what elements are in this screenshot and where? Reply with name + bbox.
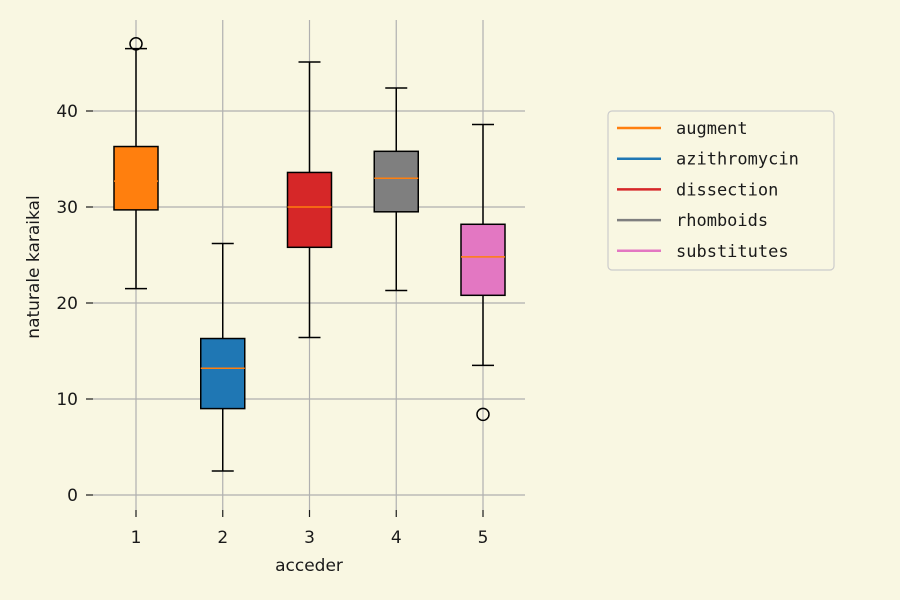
legend-label: substitutes [676,242,789,262]
x-tick-label: 2 [217,528,228,548]
legend: augment azithromycin dissection rhomboids su… [607,110,835,271]
legend-item-augment: augment [617,119,748,139]
legend-item-rhomboids: rhomboids [617,211,768,231]
box-azithromycin [200,242,246,472]
x-tick-label: 1 [131,528,142,548]
legend-frame [607,110,835,271]
legend-label: azithromycin [676,150,799,170]
legend-label: augment [676,119,748,139]
legend-label: dissection [676,180,778,200]
iqr-box [460,223,506,297]
legend-label: rhomboids [676,211,768,231]
y-tick-label: 30 [56,198,78,218]
legend-item-dissection: dissection [617,180,778,200]
boxes [113,37,506,472]
x-tick-label: 3 [304,528,315,548]
x-axis-label: acceder [275,556,343,576]
y-tick-label: 40 [56,102,78,122]
x-tick-label: 5 [478,528,489,548]
box-rhomboids [373,87,419,292]
legend-item-azithromycin: azithromycin [617,150,799,170]
iqr-box [200,337,246,410]
iqr-box [373,150,419,213]
axes: 0 10 20 30 40 1 2 3 4 5 [56,102,488,548]
y-tick-label: 0 [67,486,78,506]
y-tick-label: 10 [56,390,78,410]
x-tick-label: 4 [391,528,402,548]
outlier-point [476,407,490,422]
iqr-box [113,145,159,211]
box-augment [113,37,159,290]
box-substitutes [460,123,506,422]
y-tick-label: 20 [56,294,78,314]
iqr-box [286,171,333,249]
box-dissection [286,61,333,339]
legend-item-substitutes: substitutes [617,242,789,262]
outlier-point [129,37,143,51]
y-axis-label: naturale karaikal [24,195,44,338]
